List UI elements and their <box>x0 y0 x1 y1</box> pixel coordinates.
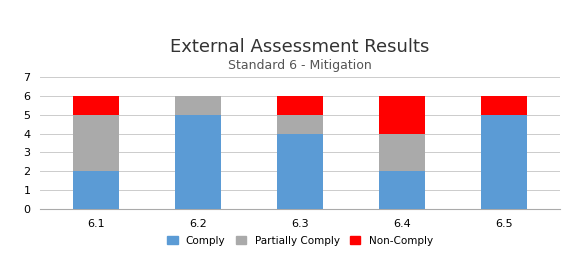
Bar <box>481 96 527 115</box>
Text: Standard 6 - Mitigation: Standard 6 - Mitigation <box>228 59 372 72</box>
Bar <box>73 171 119 209</box>
Bar <box>73 96 119 115</box>
Bar <box>277 134 323 209</box>
Bar <box>379 96 425 134</box>
Bar <box>277 96 323 115</box>
Legend: Comply, Partially Comply, Non-Comply: Comply, Partially Comply, Non-Comply <box>167 236 433 246</box>
Bar <box>379 134 425 171</box>
Bar <box>277 115 323 134</box>
Bar <box>175 115 221 209</box>
Bar <box>379 171 425 209</box>
Bar <box>481 115 527 209</box>
Bar <box>175 96 221 115</box>
Bar <box>73 115 119 171</box>
Title: External Assessment Results: External Assessment Results <box>170 38 430 56</box>
